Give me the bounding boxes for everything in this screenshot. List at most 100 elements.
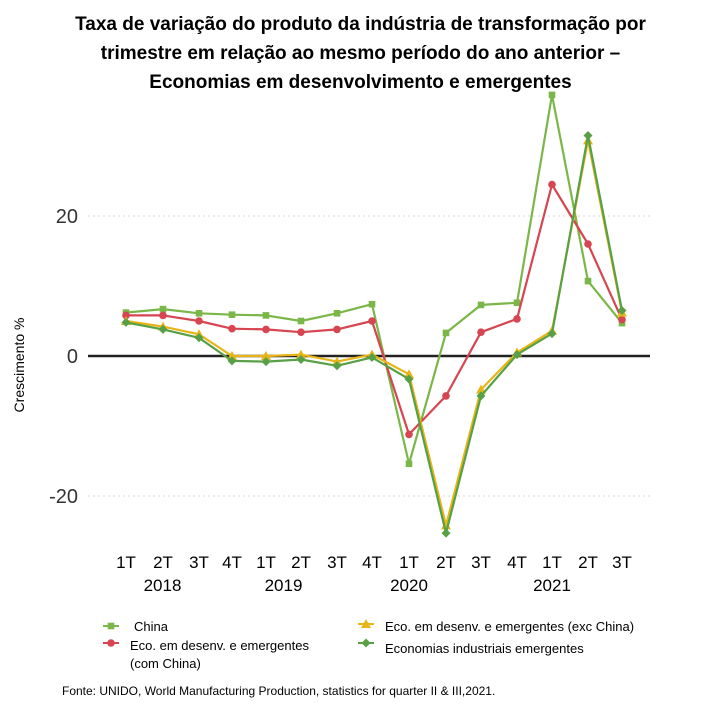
- data-point: [618, 315, 626, 324]
- data-point: [296, 349, 306, 359]
- data-point: [477, 328, 485, 337]
- data-point: [107, 622, 115, 630]
- data-point: [513, 299, 521, 307]
- data-point: [228, 311, 236, 318]
- x-tick-label: 1T: [399, 553, 419, 572]
- data-point: [195, 317, 203, 325]
- data-point: [405, 430, 413, 439]
- year-label: 2019: [265, 576, 303, 595]
- year-label: 2021: [533, 576, 571, 595]
- x-tick-label: 4T: [222, 553, 242, 572]
- x-tick-label: 3T: [471, 553, 491, 572]
- series-3: [121, 131, 627, 538]
- data-point: [368, 300, 376, 308]
- data-point: [262, 312, 270, 319]
- data-point: [368, 317, 376, 325]
- data-point: [584, 240, 592, 248]
- chart-title-line-1: Taxa de variação do produto da indústria…: [75, 14, 646, 35]
- x-tick-label: 2T: [578, 553, 598, 572]
- source-note: Fonte: UNIDO, World Manufacturing Produc…: [62, 684, 496, 698]
- y-axis-label: Crescimento %: [11, 318, 27, 413]
- data-point: [404, 369, 414, 379]
- data-point: [297, 317, 305, 325]
- data-point: [584, 277, 592, 285]
- legend-item: Economias industriais emergentes: [358, 638, 584, 656]
- y-tick-label: -20: [49, 486, 78, 508]
- data-point: [121, 317, 131, 327]
- legend-label: Eco. em desenv. e emergentes (exc China): [385, 619, 634, 634]
- x-tick-label: 3T: [189, 553, 209, 572]
- data-point: [441, 528, 451, 538]
- y-axis-ticks: 20 0 -20: [49, 206, 78, 508]
- data-point: [513, 315, 521, 323]
- data-point: [297, 328, 305, 337]
- data-point: [333, 310, 341, 317]
- data-point: [476, 391, 486, 401]
- data-point: [583, 131, 593, 140]
- data-point: [361, 638, 371, 648]
- data-point: [548, 180, 556, 189]
- chart-title: Taxa de variação do produto da indústria…: [0, 10, 721, 97]
- series-1: [122, 180, 626, 439]
- series-layer: [121, 91, 627, 538]
- data-point: [442, 329, 450, 337]
- data-point: [107, 639, 115, 647]
- x-tick-label: 2T: [153, 553, 173, 572]
- data-point: [262, 325, 270, 334]
- legend-label: Eco. em desenv. e emergentes: [130, 638, 309, 653]
- data-point: [332, 361, 342, 371]
- x-tick-label: 1T: [256, 553, 276, 572]
- x-tick-label: 3T: [327, 553, 347, 572]
- x-tick-label: 1T: [542, 553, 562, 572]
- data-point: [159, 305, 167, 313]
- data-point: [261, 357, 271, 367]
- data-point: [617, 306, 627, 315]
- data-point: [159, 311, 167, 320]
- data-point: [333, 325, 341, 334]
- chart-title-line-2: trimestre em relação ao mesmo período do…: [100, 43, 621, 64]
- data-point: [195, 310, 203, 317]
- data-point: [228, 324, 236, 333]
- data-point: [194, 333, 204, 343]
- legend-label: Economias industriais emergentes: [385, 641, 584, 656]
- data-point: [477, 301, 485, 309]
- legend-item: China: [103, 619, 169, 634]
- data-point: [476, 384, 486, 394]
- x-tick-label: 2T: [436, 553, 456, 572]
- series-0: [122, 91, 626, 468]
- data-point: [512, 350, 522, 360]
- data-point: [367, 352, 377, 362]
- legend-item: Eco. em desenv. e emergentes (exc China): [358, 619, 634, 634]
- x-tick-label: 3T: [612, 553, 632, 572]
- legend-item: Eco. em desenv. e emergentes (com China): [103, 638, 309, 671]
- data-point: [405, 460, 413, 468]
- x-axis-ticks: 1T 2T 3T 4T 1T 2T 3T 4T 1T 2T 3T 4T 1T 2T 3T: [116, 553, 632, 572]
- chart-title-line-3: Economias em desenvolvimento e emergente…: [149, 72, 572, 93]
- legend-label: China: [134, 619, 169, 634]
- data-point: [442, 392, 450, 400]
- data-point: [361, 619, 371, 628]
- x-tick-label: 2T: [291, 553, 311, 572]
- year-label: 2018: [144, 576, 182, 595]
- y-tick-label: 20: [56, 206, 78, 228]
- x-tick-label: 4T: [507, 553, 527, 572]
- y-tick-label: 0: [67, 346, 78, 368]
- series-line: [125, 93, 623, 465]
- data-point: [122, 311, 130, 320]
- data-point: [227, 356, 237, 366]
- data-point: [261, 351, 271, 360]
- legend-label: (com China): [130, 656, 201, 671]
- x-axis-years: 2018 2019 2020 2021: [144, 576, 571, 595]
- x-tick-label: 1T: [116, 553, 136, 572]
- x-tick-label: 4T: [362, 553, 382, 572]
- data-point: [332, 356, 342, 366]
- data-point: [296, 355, 306, 364]
- data-point: [548, 91, 556, 99]
- data-point: [158, 324, 168, 334]
- data-point: [404, 374, 414, 384]
- data-point: [547, 329, 557, 339]
- legend: China Eco. em desenv. e emergentes (exc C…: [103, 619, 634, 671]
- year-label: 2020: [390, 576, 428, 595]
- data-point: [227, 351, 237, 360]
